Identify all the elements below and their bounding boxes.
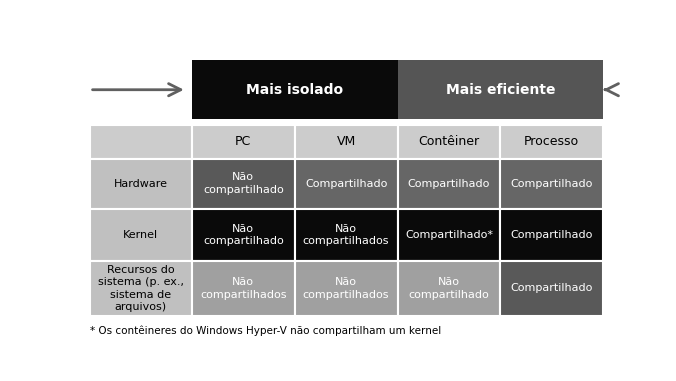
Text: Mais isolado: Mais isolado bbox=[246, 83, 343, 97]
Bar bbox=[90, 208, 192, 261]
Text: Não
compartilhados: Não compartilhados bbox=[303, 277, 389, 300]
Bar bbox=[500, 158, 603, 208]
Bar bbox=[295, 261, 397, 315]
Text: PC: PC bbox=[235, 135, 251, 148]
Bar bbox=[90, 125, 192, 158]
Text: Não
compartilhado: Não compartilhado bbox=[203, 173, 284, 195]
Text: Compartilhado: Compartilhado bbox=[305, 179, 387, 189]
Bar bbox=[397, 61, 603, 119]
Bar bbox=[295, 208, 397, 261]
Bar bbox=[295, 125, 397, 158]
Text: Hardware: Hardware bbox=[114, 179, 168, 189]
Text: Compartilhado: Compartilhado bbox=[408, 179, 490, 189]
Bar bbox=[192, 61, 397, 119]
Bar bbox=[500, 125, 603, 158]
Bar bbox=[397, 158, 500, 208]
Bar bbox=[192, 158, 295, 208]
Text: Compartilhado: Compartilhado bbox=[510, 230, 593, 240]
Text: Mais eficiente: Mais eficiente bbox=[445, 83, 555, 97]
Text: Recursos do
sistema (p. ex.,
sistema de
arquivos): Recursos do sistema (p. ex., sistema de … bbox=[98, 265, 184, 312]
Text: Não
compartilhados: Não compartilhados bbox=[303, 224, 389, 246]
Bar bbox=[192, 125, 295, 158]
Text: Não
compartilhado: Não compartilhado bbox=[408, 277, 489, 300]
Text: Compartilhado: Compartilhado bbox=[510, 283, 593, 293]
Text: VM: VM bbox=[337, 135, 356, 148]
Bar bbox=[90, 261, 192, 315]
Text: Compartilhado*: Compartilhado* bbox=[405, 230, 493, 240]
Text: Contêiner: Contêiner bbox=[418, 135, 479, 148]
Bar bbox=[90, 158, 192, 208]
Bar bbox=[397, 261, 500, 315]
Text: Processo: Processo bbox=[524, 135, 579, 148]
Bar bbox=[500, 261, 603, 315]
Text: Kernel: Kernel bbox=[123, 230, 158, 240]
Text: Não
compartilhados: Não compartilhados bbox=[200, 277, 287, 300]
Text: * Os contêineres do Windows Hyper-V não compartilham um kernel: * Os contêineres do Windows Hyper-V não … bbox=[90, 325, 441, 336]
Bar bbox=[397, 125, 500, 158]
Text: Não
compartilhado: Não compartilhado bbox=[203, 224, 284, 246]
Text: Compartilhado: Compartilhado bbox=[510, 179, 593, 189]
Bar bbox=[295, 158, 397, 208]
Bar bbox=[192, 208, 295, 261]
Bar bbox=[192, 261, 295, 315]
Bar bbox=[397, 208, 500, 261]
Bar bbox=[500, 208, 603, 261]
